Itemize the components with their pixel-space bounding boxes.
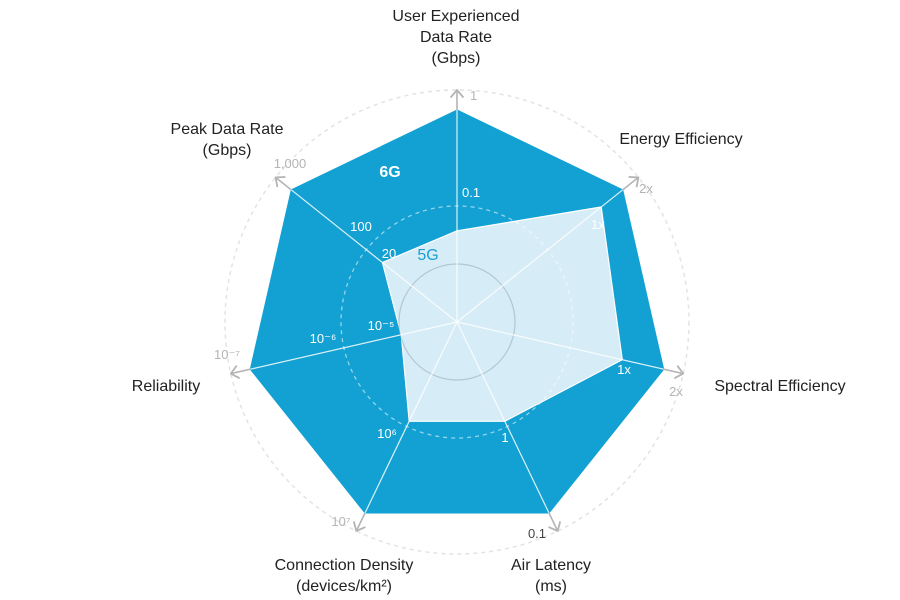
spoke-reliability [250, 321, 458, 370]
tick-5g-spectral: 1x [617, 362, 631, 377]
spoke-ext-latency [548, 512, 559, 532]
axis-label-line: Spectral Efficiency [714, 378, 845, 395]
axis-label-line: (ms) [535, 578, 567, 595]
arrowhead-reliability [229, 365, 240, 379]
tick-6g-energy: 2x [639, 181, 653, 196]
tick-6g-latency: 0.1 [528, 526, 546, 541]
tick-6g-peak-rate: 1,000 [274, 156, 307, 171]
tick-5g-latency: 1 [501, 430, 508, 445]
arrowhead-latency [548, 521, 561, 532]
outer-grid-circle [224, 89, 690, 555]
series-5g-area [381, 206, 623, 422]
tick-6g-spectral: 2x [669, 384, 683, 399]
tick-5g-peak-rate: 20 [382, 246, 396, 261]
axis-label-line: Air Latency [511, 557, 591, 574]
spoke-energy [456, 189, 624, 323]
axis-label-line: User Experienced [392, 8, 519, 25]
arrowhead-density [353, 521, 366, 532]
tick-mid-reliability: 10⁻⁶ [310, 331, 337, 346]
spoke-latency [456, 321, 550, 514]
series-label-5g: 5G [417, 247, 438, 264]
spoke-density [364, 321, 458, 514]
axis-label-spectral: Spectral Efficiency [714, 378, 845, 395]
axis-label-peak-rate: Peak Data Rate (Gbps) [171, 121, 284, 159]
axis-label-energy: Energy Efficiency [619, 131, 742, 148]
axis-label-density: Connection Density (devices/km²) [275, 557, 414, 595]
series-layer [249, 109, 665, 514]
tick-6g-density: 10⁷ [331, 514, 350, 529]
tick-layer: 1 0.1 2x 1x 2x 1x 0.1 1 10⁷ 10⁶ 10⁻⁷ 10⁻⁶ 10⁻⁵ 1,000 1… [214, 88, 683, 541]
tick-5g-user-rate: 0.1 [462, 185, 480, 200]
series-label-6g: 6G [379, 164, 400, 181]
tick-mid-peak-rate: 100 [350, 219, 372, 234]
tick-5g-reliability: 10⁻⁵ [368, 318, 395, 333]
spoke-ext-energy [622, 176, 639, 191]
axis-label-line: (Gbps) [203, 142, 252, 159]
spoke-layer [229, 89, 685, 532]
tick-6g-reliability: 10⁻⁷ [214, 347, 240, 362]
axis-label-line: Connection Density [275, 557, 414, 574]
tick-5g-density: 10⁶ [377, 426, 397, 441]
tick-6g-user-rate: 1 [470, 88, 477, 103]
arrowhead-user-rate [450, 89, 464, 98]
spoke-peak-rate [290, 189, 458, 323]
spoke-ext-density [355, 512, 366, 532]
axis-label-line: Data Rate [420, 29, 492, 46]
axis-label-line: Peak Data Rate [171, 121, 284, 138]
axis-label-line: Reliability [132, 378, 200, 395]
arrowhead-energy [628, 176, 640, 188]
axis-label-line: (Gbps) [432, 50, 481, 67]
axis-label-reliability: Reliability [132, 378, 200, 395]
arrowhead-peak-rate [274, 176, 286, 188]
spoke-ext-reliability [230, 368, 251, 375]
spoke-spectral [456, 321, 664, 370]
axis-label-line: (devices/km²) [296, 578, 392, 595]
axis-label-user-rate: User Experienced Data Rate (Gbps) [392, 8, 519, 67]
arrowhead-spectral [674, 365, 685, 379]
tick-5g-energy: 1x [591, 217, 605, 232]
axis-label-line: Energy Efficiency [619, 131, 742, 148]
spoke-ext-spectral [663, 368, 684, 375]
axis-label-layer: User Experienced Data Rate (Gbps) Energy Ef… [132, 8, 846, 595]
spoke-ext-peak-rate [275, 176, 292, 191]
axis-label-latency: Air Latency (ms) [511, 557, 591, 595]
